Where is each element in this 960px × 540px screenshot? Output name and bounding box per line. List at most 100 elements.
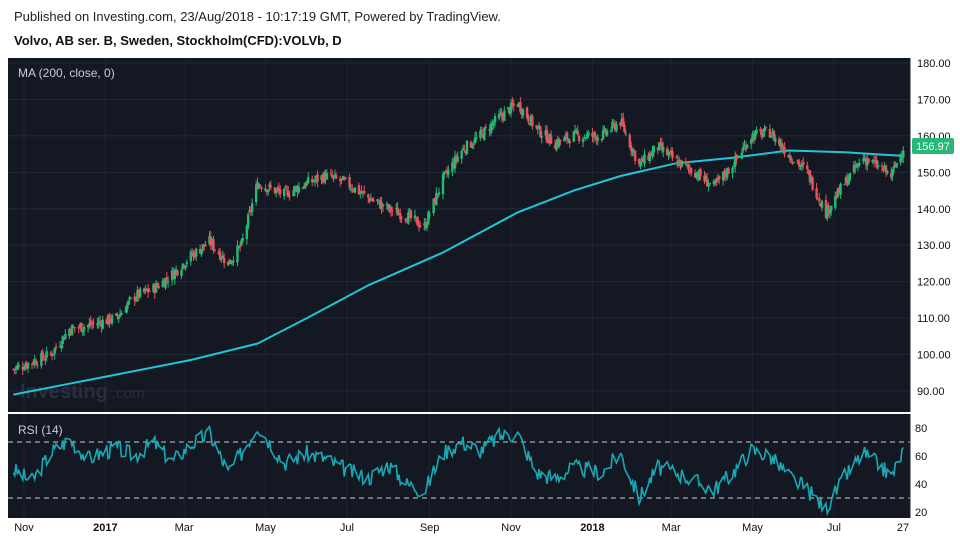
- candle-body: [245, 225, 249, 240]
- candle-body: [584, 137, 587, 139]
- candle-body: [746, 144, 749, 149]
- candle-body: [783, 147, 786, 155]
- candle-body: [108, 314, 111, 324]
- candle-body: [404, 218, 407, 221]
- candle-body: [40, 352, 43, 366]
- candle-body: [838, 187, 841, 193]
- candle-body: [481, 133, 485, 139]
- candle-body: [875, 160, 878, 168]
- candle-body: [166, 281, 170, 283]
- candle-body: [260, 187, 263, 190]
- price-tick-label: 100.00: [917, 350, 951, 362]
- candle-body: [424, 222, 427, 229]
- candle-body: [604, 129, 607, 134]
- candle-body: [592, 132, 595, 138]
- candle-body: [601, 130, 605, 140]
- candle-body: [325, 173, 329, 180]
- candle-body: [471, 145, 474, 147]
- candle-body: [146, 288, 150, 293]
- candle-body: [623, 125, 626, 133]
- candle-body: [69, 329, 72, 334]
- candle-body: [572, 131, 575, 142]
- candle-body: [182, 265, 186, 268]
- rsi-pane[interactable]: [8, 414, 910, 518]
- price-pane[interactable]: [8, 58, 910, 412]
- candle-body: [389, 206, 393, 212]
- candle-body: [520, 110, 523, 115]
- candle-body: [284, 186, 287, 188]
- candle-body: [12, 368, 15, 370]
- candle-body: [36, 364, 39, 366]
- instrument-title: Volvo, AB ser. B, Sweden, Stockholm(CFD)…: [14, 33, 342, 48]
- candle-body: [705, 178, 709, 187]
- candle-body: [425, 224, 429, 229]
- candle-body: [624, 133, 627, 135]
- candle-body: [628, 134, 631, 148]
- candle-body: [311, 178, 314, 183]
- candle-body: [45, 351, 48, 358]
- candle-body: [41, 351, 44, 359]
- candle-body: [613, 123, 617, 130]
- candle-body: [697, 170, 701, 180]
- candle-body: [377, 199, 381, 201]
- candle-body: [826, 205, 829, 219]
- price-tick-label: 120.00: [917, 277, 951, 289]
- candle-body: [419, 225, 422, 227]
- candle-body: [427, 212, 430, 225]
- candle-body: [687, 165, 690, 168]
- candle-body: [600, 139, 603, 141]
- candle-body: [324, 173, 327, 181]
- candle-body: [258, 185, 262, 187]
- candle-body: [675, 156, 678, 159]
- candle-body: [212, 239, 215, 251]
- candle-body: [811, 177, 814, 190]
- candle-body: [68, 329, 71, 337]
- candle-body: [305, 181, 309, 186]
- candle-body: [648, 153, 652, 162]
- candle-body: [693, 172, 697, 178]
- candle-body: [50, 354, 54, 357]
- candle-body: [456, 156, 459, 162]
- candle-body: [162, 280, 166, 287]
- candle-body: [479, 130, 482, 139]
- candle-body: [335, 175, 338, 179]
- candle-body: [22, 369, 26, 371]
- candles-layer: [12, 96, 905, 375]
- candle-body: [852, 164, 856, 173]
- candle-body: [489, 123, 493, 134]
- candle-body: [144, 288, 147, 291]
- candle-body: [593, 132, 597, 136]
- candle-body: [790, 157, 793, 161]
- candle-body: [559, 139, 562, 142]
- candle-body: [770, 135, 773, 138]
- candle-body: [240, 239, 243, 246]
- candle-body: [637, 158, 641, 164]
- candle-body: [165, 277, 168, 280]
- candle-body: [649, 153, 653, 156]
- x-tick-label: Nov: [501, 522, 521, 534]
- candle-body: [287, 190, 290, 197]
- candle-body: [42, 359, 46, 361]
- candle-body: [500, 112, 503, 117]
- candle-body: [279, 189, 282, 194]
- candle-body: [396, 207, 399, 216]
- candle-body: [97, 320, 100, 325]
- candle-body: [465, 140, 469, 154]
- candle-body: [632, 150, 635, 152]
- candle-body: [716, 177, 720, 181]
- watermark-suffix: .com: [112, 385, 145, 402]
- candle-body: [547, 141, 550, 143]
- candle-body: [503, 110, 506, 121]
- candle-body: [798, 161, 801, 167]
- candle-body: [134, 298, 138, 302]
- candle-body: [725, 168, 729, 178]
- candle-body: [202, 243, 206, 247]
- candle-body: [120, 312, 123, 316]
- rsi-tick-label: 60: [915, 451, 927, 463]
- candle-body: [156, 284, 159, 287]
- candle-body: [576, 130, 579, 135]
- candle-body: [413, 215, 417, 219]
- candle-body: [230, 260, 234, 264]
- last-price-badge: [912, 138, 954, 154]
